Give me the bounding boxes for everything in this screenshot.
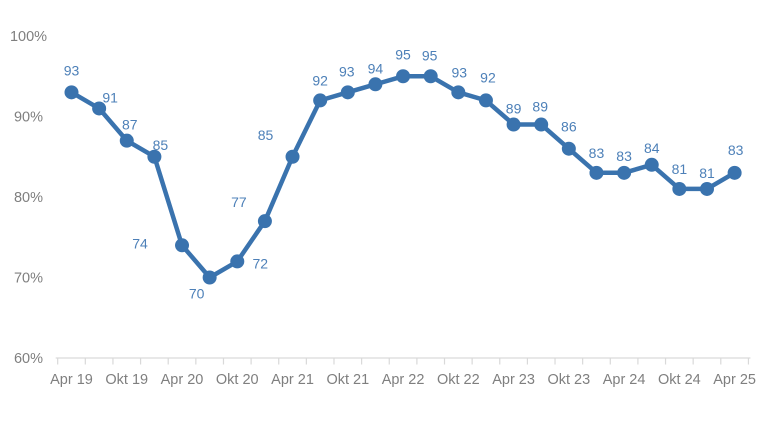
x-axis-label: Okt 19 [105,372,148,388]
data-point-marker[interactable] [285,149,300,164]
data-point-label: 92 [480,69,496,85]
data-point-marker[interactable] [589,165,604,180]
data-point-marker[interactable] [451,85,466,100]
data-point-label: 85 [153,137,169,153]
x-axis [55,357,751,365]
data-point-label: 83 [589,145,605,161]
data-point-label: 91 [102,89,118,105]
data-point-marker[interactable] [147,149,162,164]
data-point-marker[interactable] [561,141,576,156]
data-point-marker[interactable] [175,238,190,253]
data-point-label: 89 [506,101,522,117]
x-axis-labels: Apr 19 Okt 19 Apr 20 Okt 20 Apr 21 Okt 21 Apr … [50,372,756,388]
data-point-marker[interactable] [92,101,107,116]
data-point-label: 83 [728,142,744,158]
x-axis-label: Apr 21 [271,372,314,388]
data-point-marker[interactable] [699,181,714,196]
y-axis-label: 70% [14,271,43,287]
trend-line [69,74,737,280]
x-axis-label: Apr 24 [603,372,646,388]
data-point-marker[interactable] [257,214,272,229]
data-point-label: 74 [132,235,148,251]
data-point-marker[interactable] [64,85,79,100]
x-axis-label: Okt 20 [216,372,259,388]
data-point-marker[interactable] [396,69,411,84]
x-axis-label: Okt 23 [547,372,590,388]
data-point-label: 84 [644,140,660,156]
data-point-label: 93 [64,62,80,78]
data-point-label: 93 [452,64,468,80]
y-axis-label: 60% [14,351,43,367]
y-axis-labels: 100% 90% 80% 70% 60% [10,29,47,367]
data-point-label: 83 [616,148,632,164]
data-point-marker[interactable] [478,93,493,108]
data-point-marker[interactable] [727,165,742,180]
x-axis-label: Apr 20 [161,372,204,388]
data-point-marker[interactable] [340,85,355,100]
data-point-label: 70 [189,286,205,302]
x-axis-label: Okt 24 [658,372,701,388]
data-point-marker[interactable] [230,254,245,269]
x-axis-label: Apr 19 [50,372,93,388]
y-axis-label: 90% [14,110,43,126]
data-point-marker[interactable] [202,270,217,285]
y-axis-label: 80% [14,190,43,206]
x-axis-label: Apr 22 [382,372,425,388]
data-point-label: 86 [561,119,577,135]
data-point-label: 92 [312,72,328,88]
data-point-label: 87 [122,117,138,133]
data-point-label: 77 [231,194,247,210]
data-point-label: 93 [339,63,355,79]
data-point-marker[interactable] [672,181,687,196]
y-axis-label: 100% [10,29,47,45]
data-point-marker[interactable] [423,69,438,84]
data-point-label: 94 [368,60,384,76]
data-point-label: 85 [258,127,274,143]
trend-line-group [69,74,737,280]
data-point-label: 89 [532,99,548,115]
data-point-marker[interactable] [644,157,659,172]
x-axis-label: Apr 25 [713,372,756,388]
data-point-marker[interactable] [119,133,134,148]
data-point-marker[interactable] [313,93,328,108]
data-point-label: 81 [672,161,688,177]
data-point-label: 95 [422,47,438,63]
data-point-marker[interactable] [534,117,549,132]
x-axis-label: Okt 22 [437,372,480,388]
data-point-marker[interactable] [617,165,632,180]
data-point-label: 81 [699,165,715,181]
data-point-label: 72 [252,255,268,271]
data-point-marker[interactable] [368,77,383,92]
data-point-markers [64,69,742,285]
x-axis-label: Okt 21 [326,372,369,388]
data-point-marker[interactable] [506,117,521,132]
x-axis-label: Apr 23 [492,372,535,388]
data-point-label: 95 [395,46,411,62]
